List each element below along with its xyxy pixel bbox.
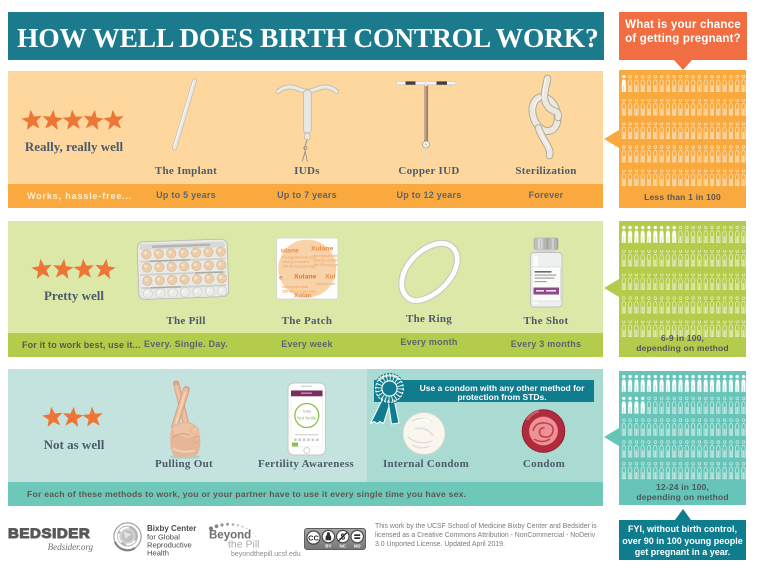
svg-text:Reproductive: Reproductive xyxy=(147,541,192,550)
svg-text:for Global: for Global xyxy=(147,533,180,542)
svg-text:CC: CC xyxy=(308,533,319,542)
svg-text:beyondthepill.ucsf.edu: beyondthepill.ucsf.edu xyxy=(231,551,301,558)
svg-text:BY: BY xyxy=(325,543,331,548)
svg-text:ND: ND xyxy=(354,543,361,548)
svg-text:Health: Health xyxy=(147,549,169,558)
svg-text:Bixby Center: Bixby Center xyxy=(147,524,196,533)
svg-text:the Pill: the Pill xyxy=(228,539,260,551)
svg-text:Beyond: Beyond xyxy=(209,530,251,542)
svg-text:NC: NC xyxy=(339,543,346,548)
